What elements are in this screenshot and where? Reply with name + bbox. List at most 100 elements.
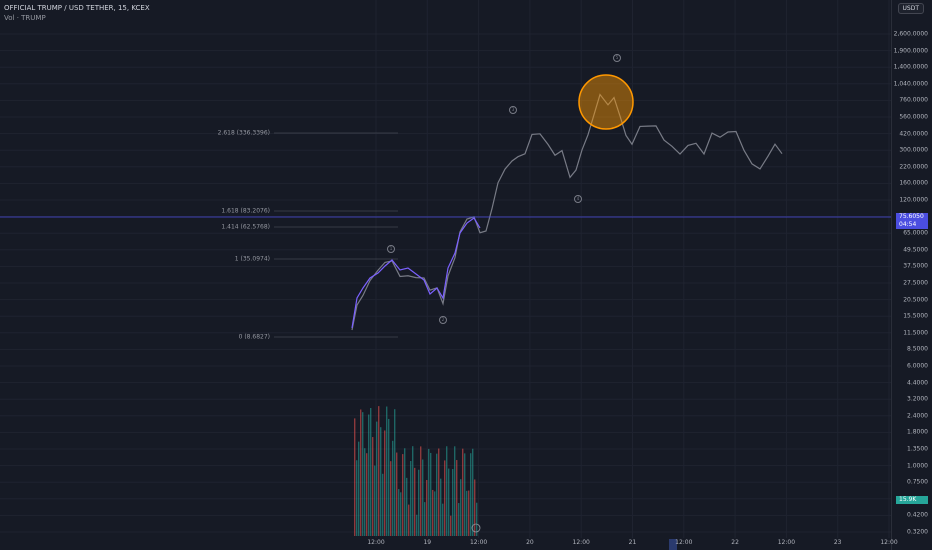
volume-bar	[472, 448, 474, 536]
symbol-title: OFFICIAL TRUMP / USD TETHER, 15, KCEX	[4, 4, 150, 12]
volume-bar	[432, 489, 434, 536]
time-label: 22	[731, 539, 739, 546]
fib-label: 1 (35.0974)	[234, 255, 270, 263]
price-scale-label: 49.5000	[903, 246, 928, 254]
price-scale-label: 2.4000	[907, 412, 928, 420]
time-label: 23	[833, 539, 842, 546]
volume-bar	[426, 479, 428, 536]
volume-bar	[468, 490, 470, 536]
volume-bar	[470, 453, 472, 536]
volume-tag: 15.9K	[896, 496, 928, 504]
price-scale-label: 1.0000	[907, 462, 928, 470]
volume-bar	[376, 421, 378, 536]
volume-bar	[400, 492, 402, 536]
fib-levels	[274, 132, 398, 338]
price-scale-label: 27.5000	[903, 279, 928, 287]
time-label: 19	[423, 539, 432, 546]
volume-bar	[378, 406, 380, 536]
price-scale-label: 420.0000	[899, 130, 928, 138]
volume-bar	[386, 406, 388, 536]
volume-bar	[362, 412, 364, 536]
volume-bar	[394, 409, 396, 536]
volume-bar	[440, 478, 442, 536]
volume-bar	[366, 453, 368, 536]
volume-bar	[356, 460, 358, 536]
price-scale-label: 65.0000	[903, 229, 928, 237]
volume-legend: Vol · TRUMP	[4, 14, 46, 22]
volume-bar	[390, 461, 392, 536]
volume-bar	[404, 448, 406, 536]
price-scale-label: 2,600.0000	[893, 30, 928, 38]
volume-bar	[444, 460, 446, 536]
price-scale-label: 11.5000	[903, 329, 928, 337]
volume-bar	[460, 479, 462, 536]
volume-bar	[434, 491, 436, 536]
volume-bar	[428, 448, 430, 536]
replay-icon	[471, 523, 481, 533]
volume-bar	[408, 504, 410, 536]
volume-bar	[374, 465, 376, 536]
current-price-value: 75.6050	[899, 213, 924, 220]
volume-bar	[416, 514, 418, 536]
price-scale-label: 15.5000	[903, 312, 928, 320]
price-scale-label: 1,040.0000	[893, 80, 928, 88]
volume-bar	[422, 459, 424, 536]
volume-bar	[418, 469, 420, 536]
volume-bar	[436, 453, 438, 536]
volume-bar	[452, 469, 454, 536]
volume-bar	[396, 452, 398, 536]
price-scale-label: 20.5000	[903, 296, 928, 304]
volume-bar	[402, 454, 404, 536]
wave-mark: 5	[613, 54, 621, 62]
price-scale-label: 1.3500	[907, 445, 928, 453]
volume-bar	[368, 414, 370, 536]
volume-bar	[430, 452, 432, 536]
wave-mark: 1	[387, 245, 395, 253]
fib-label: 1.414 (62.5768)	[221, 223, 270, 231]
volume-bar	[372, 437, 374, 536]
time-range-marker	[669, 539, 677, 550]
volume-bar	[398, 489, 400, 536]
highlight-line	[351, 217, 481, 329]
volume-bar	[456, 460, 458, 536]
current-price-tag: 75.6050 04:54	[896, 213, 928, 229]
time-label: 12:00	[880, 539, 898, 546]
price-scale-label: 0.7500	[907, 478, 928, 486]
volume-bar	[380, 427, 382, 536]
price-scale-label: 0.4200	[907, 511, 928, 519]
price-scale-label: 220.0000	[899, 163, 928, 171]
price-scale-label: 8.5000	[907, 345, 928, 353]
volume-bar	[382, 473, 384, 536]
volume-bar	[410, 461, 412, 536]
volume-bar	[438, 448, 440, 536]
price-scale-label: 300.0000	[899, 146, 928, 154]
volume-bars	[354, 406, 478, 536]
wave-mark: 2	[439, 316, 447, 324]
volume-bar	[458, 503, 460, 536]
time-label: 12:00	[572, 539, 590, 546]
volume-bar	[446, 446, 448, 536]
fib-label: 1.618 (83.2076)	[221, 207, 270, 215]
volume-bar	[354, 418, 356, 536]
volume-bar	[414, 467, 416, 536]
volume-bar	[388, 418, 390, 536]
fib-label: 2.618 (336.3396)	[217, 129, 270, 137]
volume-bar	[420, 446, 422, 536]
price-scale[interactable]: 2,600.0000 1,900.0000 1,400.0000 1,040.0000…	[891, 0, 932, 550]
price-scale-label: 0.3200	[907, 528, 928, 536]
time-label: 12:00	[675, 539, 693, 546]
fib-label: 0 (8.6827)	[238, 333, 270, 341]
price-scale-label: 3.2000	[907, 395, 928, 403]
price-scale-label: 1.8000	[907, 428, 928, 436]
price-scale-label: 560.0000	[899, 113, 928, 121]
wave-mark: 3	[509, 106, 517, 114]
time-label: 21	[628, 539, 637, 546]
volume-bar	[370, 408, 372, 536]
price-scale-label: 1,900.0000	[893, 47, 928, 55]
price-scale-label: 160.0000	[899, 179, 928, 187]
currency-button[interactable]: USDT	[897, 3, 924, 14]
highlight-circle	[578, 74, 634, 130]
price-scale-label: 6.0000	[907, 362, 928, 370]
